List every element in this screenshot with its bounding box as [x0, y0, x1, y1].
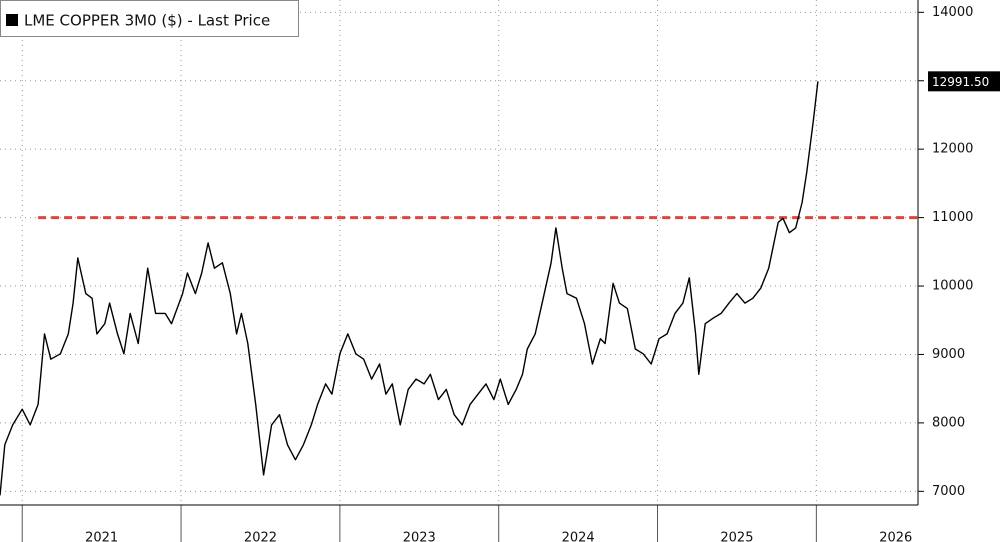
legend-swatch [6, 14, 18, 26]
y-tick-label: 14000 [932, 5, 973, 20]
price-line [0, 81, 819, 496]
y-tick-label: 8000 [932, 415, 965, 430]
x-tick-label: 2025 [720, 531, 753, 542]
legend-label: LME COPPER 3M0 ($) - Last Price [24, 12, 270, 30]
y-tick-label: 12000 [932, 142, 973, 157]
x-tick-label: 2021 [85, 531, 118, 542]
last-price-box [928, 71, 1000, 92]
y-tick-label: 9000 [932, 347, 965, 362]
y-tick-label: 11000 [932, 210, 973, 225]
y-tick-label: 7000 [932, 484, 965, 499]
y-tick-label: 10000 [932, 279, 973, 294]
x-tick-label: 2024 [562, 531, 595, 542]
last-price-label: 12991.50 [932, 75, 989, 89]
x-tick-label: 2023 [403, 531, 436, 542]
legend-box [0, 0, 299, 37]
x-tick-label: 2026 [879, 531, 912, 542]
x-tick-label: 2022 [244, 531, 277, 542]
